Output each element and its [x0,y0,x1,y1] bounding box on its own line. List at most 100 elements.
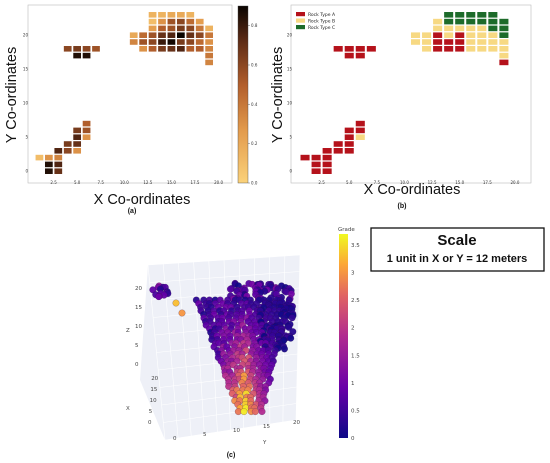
panel-c-colorbar [339,234,348,438]
data-point [227,285,234,293]
panel-b-cell [466,12,476,18]
panel-c-ticks: 20 15 10 5 0 0 5 10 15 20 0 5 10 15 20 [135,286,300,442]
data-point [251,408,259,416]
panel-a-cell [205,39,214,45]
panel-b-cell [366,46,376,52]
x-tick-label: 5 [149,409,153,415]
panel-b-cell [466,46,476,52]
y-tick-label: 15 [287,67,293,72]
panel-a-cell [139,39,148,45]
panel-a-cell [195,46,204,52]
x-tick-label: 17.5 [483,180,492,185]
panel-a-cell [148,25,157,32]
panel-a-cell [167,12,176,18]
y-tick-label: 0 [173,436,177,442]
y-tick-label: 10 [287,101,293,106]
panel-a-cell [139,32,148,38]
panel-b-cell [422,39,432,45]
panel-a-cell [73,52,82,59]
panel-b-cell [322,154,332,161]
colorbar-tick-label: 3 [351,271,355,277]
panel-a-cell [73,141,82,147]
panel-a-cell [129,39,138,45]
panel-b-cell [322,161,332,168]
panel-a-cell [158,46,166,52]
grid-line [161,386,297,406]
panel-b-cell [477,18,487,25]
panel-a-cell [205,52,214,59]
panel-b-cell [499,59,509,66]
panel-a-cell [54,154,63,161]
panel-b-cell [466,32,476,38]
y-tick-label: 15 [263,424,270,430]
panel-b-cell [466,18,476,25]
panel-b-cell [444,25,454,32]
panel-b-cell [311,168,321,174]
panel-a-cell [186,39,195,45]
x-tick-label: 7.5 [98,180,105,185]
panel-b-cell [355,127,365,134]
panel-a-ticks: 2.5 5.0 7.5 10.0 12.5 15.0 17.5 20.0 0 5 10 15 20 [23,33,224,185]
y-tick-label: 5 [203,432,207,438]
data-point [285,323,293,331]
panel-b-cell [322,148,332,154]
panel-b-cell [344,148,354,154]
panel-b-cell [344,141,354,147]
panel-a-cell [148,39,157,45]
panel-b-cell [455,32,465,38]
x-tick-label: 0 [148,420,152,426]
z-tick-label: 20 [135,286,142,292]
panel-a-cell [63,148,72,154]
panel-b-cell [311,161,321,168]
panel-b-cell [333,141,343,147]
panel-b-cell [333,148,343,154]
panel-b-cell [477,46,487,52]
panel-a-cell [148,32,157,38]
panel-b-cell [444,12,454,18]
x-tick-label: 2.5 [50,180,57,185]
panel-b-cell [300,154,310,161]
panel-c-x-label: X [126,406,130,412]
data-point [240,408,248,416]
panel-a-cell [148,18,157,25]
panel-b-cells [300,12,509,174]
y-tick-label: 10 [23,101,29,106]
panel-a-cell [195,32,204,38]
panel-a-cell [73,148,82,154]
panel-b-cell [477,32,487,38]
panel-b-cell [466,25,476,32]
panel-c-y-label: Y [262,440,267,446]
y-tick-label: 5 [25,135,28,140]
grid-line [163,403,297,423]
colorbar-tick-label: 0.2 [251,141,258,146]
colorbar-tick-label: 0.4 [251,102,258,107]
x-tick-label: 7.5 [374,180,381,185]
panel-b-cell [477,39,487,45]
x-tick-label: 17.5 [191,180,200,185]
panel-a-cell [167,39,176,45]
grid-line [164,419,297,441]
panel-c-label: (c) [227,452,236,459]
panel-a-cell [186,46,195,52]
legend-swatch [296,25,305,30]
x-tick-label: 2.5 [318,180,325,185]
panel-b-cell [433,18,443,25]
y-tick-label: 20 [23,33,29,38]
scale-box: Scale 1 unit in X or Y = 12 meters [370,227,545,272]
panel-a-cell [82,134,91,140]
panel-b-cell [444,39,454,45]
panel-a-cell [176,25,185,32]
legend-label: Rock Type C [308,25,335,31]
x-tick-label: 20.0 [214,180,223,185]
colorbar-tick-label: 0.8 [251,23,258,28]
panel-b-ticks: 2.5 5.0 7.5 10.0 12.5 15.0 17.5 20.0 0 5 10 15 20 [287,33,520,185]
panel-b-label: (b) [398,203,407,210]
colorbar-tick-label: 2.5 [351,298,360,304]
panel-a-cell [148,46,157,52]
panel-b-cell [322,168,332,174]
panel-a-cell [73,46,82,52]
panel-b-cell [488,32,498,38]
panel-a-xlabel: X Co-ordinates [94,192,191,208]
scale-text: 1 unit in X or Y = 12 meters [387,253,528,265]
